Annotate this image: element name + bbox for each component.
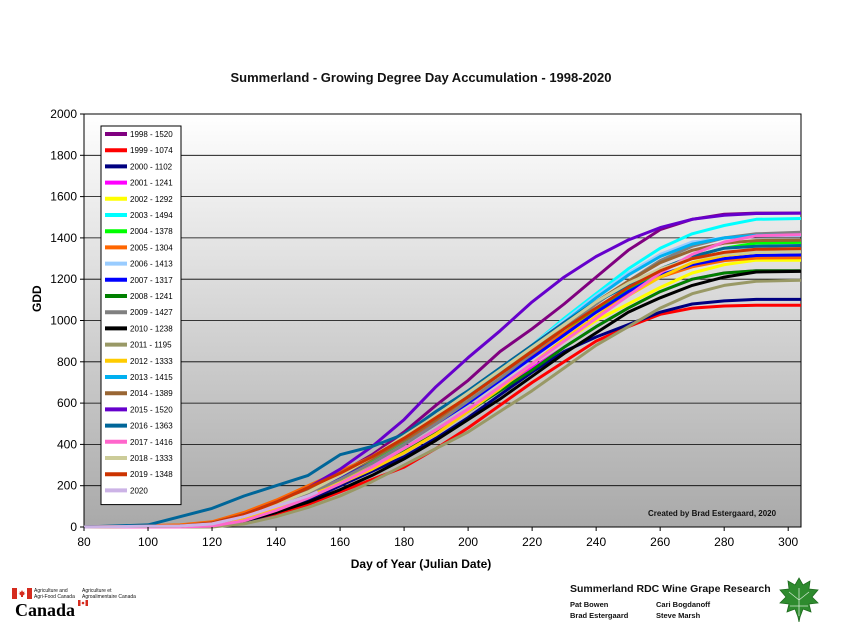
y-tick-label: 600 [57,396,77,410]
x-tick-label: 160 [330,535,350,549]
legend-entry: 2020 [130,486,148,495]
y-tick-label: 2000 [50,107,77,121]
legend-entry: 2001 - 1241 [130,179,173,188]
legend-entry: 2011 - 1195 [130,341,172,350]
legend-entry: 2010 - 1238 [130,324,173,333]
series-line-14 [84,278,802,529]
x-tick-label: 260 [650,535,670,549]
legend-entry: 2018 - 1333 [130,454,173,463]
legend-entry: 2017 - 1416 [130,438,173,447]
series-line-22 [83,247,802,529]
legend-entry: 2019 - 1348 [130,470,173,479]
person-name: Brad Estergaard [570,611,629,620]
person-name: Cari Bogdanoff [656,600,711,609]
legend-entry: 2014 - 1389 [130,389,173,398]
x-tick-label: 80 [77,535,91,549]
grape-leaf-icon [779,577,819,622]
x-axis-label: Day of Year (Julian Date) [350,557,492,571]
chart-title: Summerland - Growing Degree Day Accumula… [230,70,612,85]
legend-entry: 2004 - 1378 [130,227,173,236]
legend-entry: 2009 - 1427 [130,308,173,317]
y-tick-label: 1800 [50,148,77,162]
legend-entry: 2013 - 1415 [130,373,173,382]
y-tick-label: 1400 [50,231,77,245]
legend-entry: 2016 - 1363 [130,422,173,431]
canada-wordmark-flag-icon [78,600,88,606]
wine-grape-research-credits: Summerland RDC Wine Grape Research Pat B… [570,583,840,628]
x-tick-label: 120 [202,535,222,549]
legend-entry: 2003 - 1494 [130,211,173,220]
y-tick-label: 1000 [50,314,77,328]
legend-entry: 2012 - 1333 [130,357,173,366]
y-tick-label: 800 [57,355,77,369]
legend-entry: 2002 - 1292 [130,195,173,204]
agri-food-canada-logo: Agriculture and Agri-Food Canada Agricul… [12,586,152,626]
agri-en-line1: Agriculture and [34,588,68,594]
legend-entry: 1999 - 1074 [130,146,173,155]
x-tick-label: 100 [138,535,158,549]
legend-entry: 2008 - 1241 [130,292,173,301]
credit-annotation: Created by Brad Estergaard, 2020 [648,509,777,518]
x-tick-label: 220 [522,535,542,549]
legend-entry: 2015 - 1520 [130,405,173,414]
x-tick-label: 280 [714,535,734,549]
y-tick-label: 200 [57,479,77,493]
legend-entry: 2006 - 1413 [130,260,173,269]
x-tick-label: 200 [458,535,478,549]
y-tick-label: 1200 [50,272,77,286]
y-tick-label: 400 [57,437,77,451]
series-line-15 [83,250,802,529]
person-name: Steve Marsh [656,611,701,620]
agri-fr-line1: Agriculture et [82,588,112,594]
y-tick-label: 0 [70,520,77,534]
x-tick-label: 300 [778,535,798,549]
legend-entry: 2000 - 1102 [130,162,173,171]
legend-entry: 1998 - 1520 [130,130,173,139]
canada-flag-icon [12,588,32,599]
legend-entry: 2005 - 1304 [130,243,173,252]
agri-fr-line2: Agroalimentaire Canada [82,594,136,600]
series-line-23 [83,490,319,529]
y-tick-label: 1600 [50,190,77,204]
legend-entry: 2007 - 1317 [130,276,173,285]
person-name: Pat Bowen [570,600,609,609]
x-tick-label: 240 [586,535,606,549]
x-tick-label: 180 [394,535,414,549]
canada-wordmark: Canada [15,600,76,620]
program-title: Summerland RDC Wine Grape Research [570,583,771,595]
agri-en-line2: Agri-Food Canada [34,594,75,600]
x-tick-label: 140 [266,535,286,549]
